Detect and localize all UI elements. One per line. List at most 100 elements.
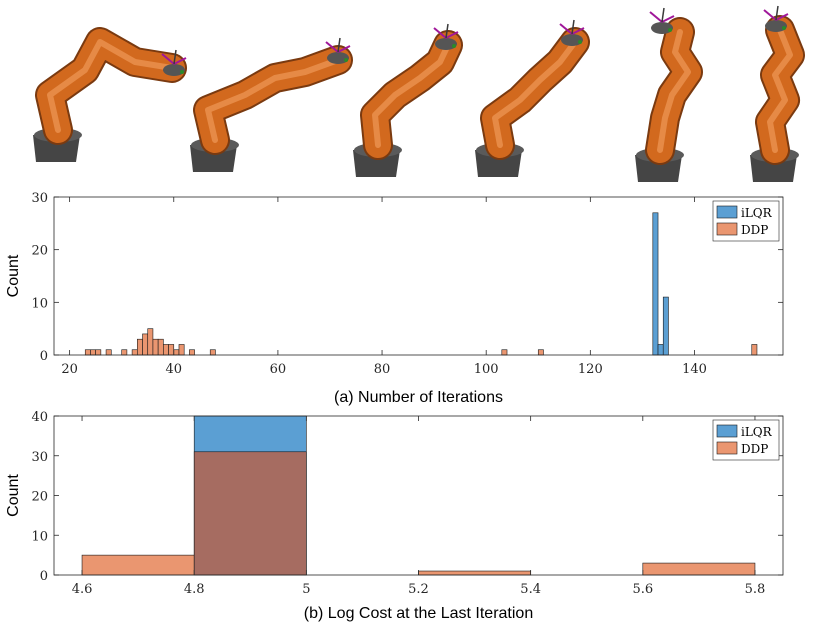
x-tick-label: 120 [578,362,603,377]
frame-axis [433,27,447,39]
y-tick-label: 30 [31,450,48,465]
legend-swatch-ilqr [716,205,738,219]
y-tick-label: 20 [31,490,48,505]
legend-label-ddp: DDP [741,442,768,456]
robot-pose-3 [353,23,463,177]
frame-axis [325,41,339,53]
frame-axis [649,11,663,23]
bar-ddp-2 [95,349,102,356]
x-tick-label: 5.6 [632,582,653,597]
bar-ilqr-2 [662,296,669,356]
y-tick-label: 0 [40,349,48,364]
x-tick-label: 100 [474,362,499,377]
legend-label-ilqr: iLQR [741,425,773,439]
y-tick-label: 40 [31,410,48,425]
robot-pose-4 [475,19,590,177]
y-tick-label: 20 [31,244,48,259]
plot-area [54,416,783,575]
legend: iLQR DDP [712,419,780,461]
frame-marker [668,28,672,32]
robot-base [635,155,682,182]
frame-axis [661,15,675,23]
y-tick-label: 0 [40,569,48,584]
robot-base [750,155,797,182]
bar-ddp-0 [84,349,91,356]
frame-axis [571,19,575,35]
robot-arm [37,29,185,143]
bar-ddp-11 [163,344,169,356]
frame-axis [775,13,789,21]
legend: iLQR DDP [712,200,780,242]
legend-swatch-ddp [716,222,738,236]
axes-box [53,196,784,356]
legend-label-ddp: DDP [741,223,768,237]
x-tick-label: 20 [61,362,78,377]
frame-axis [775,5,779,21]
robot-flange [651,22,673,34]
frame-marker [180,70,184,74]
frame-axis [571,27,585,35]
x-tick-label: 4.8 [184,582,205,597]
robot-arm-highlight [47,39,175,133]
chart-caption: (a) Number of Iterations [334,389,503,406]
robot-arm-highlight [657,29,691,153]
frame-marker [578,40,582,44]
bar-ddp-18 [537,349,544,356]
x-tick-label: 5.4 [520,582,541,597]
bar-ddp-9 [152,338,159,356]
robot-flange [163,64,185,76]
frame-axis [763,9,777,21]
frame-axis [445,31,459,39]
y-axis-label: Count [5,474,22,517]
robot-flange [561,34,583,46]
y-tick-label: 10 [31,529,48,544]
bar-ddp-5 [131,349,138,356]
frame-axis [661,7,665,23]
bar-ddp-10 [157,338,164,356]
robot-pose-1 [33,27,187,162]
x-tick-label: 4.6 [72,582,93,597]
robot-flange [327,52,349,64]
bar-ddp-15 [189,349,195,356]
chart-caption: (b) Log Cost at the Last Iteration [304,605,533,622]
bar-ilqr-1 [657,344,664,356]
x-tick-label: 5.8 [745,582,766,597]
robot-flange [435,38,457,50]
x-tick-label: 60 [270,362,287,377]
frame-marker [344,58,348,62]
robot-arm-highlight [767,27,793,153]
robot-pose-6 [750,5,805,182]
frame-axis [173,57,187,65]
bar-ddp-1 [90,349,96,356]
bar-ddp-6 [137,338,143,356]
plot-area [54,197,783,355]
frame-axis [161,53,175,65]
frame-axis [559,23,573,35]
robot-pose-5 [635,7,703,182]
frame-axis [337,37,341,53]
frame-axis [337,45,351,53]
bar-ddp-3 [105,349,112,356]
bar-ddp-0 [81,554,195,576]
bar-ddp-12 [168,344,175,356]
iterations-histogram: 20 40 60 80 100 120 140 0 10 20 30 Count (a) Number … [5,191,784,406]
robot-arm-highlight [205,57,341,143]
log-cost-histogram: 4.6 4.8 5 5.2 5.4 5.6 5.8 0 10 20 30 40 Count (b) Log… [5,410,784,622]
bar-ddp-7 [142,333,149,356]
robot-base [353,150,400,177]
robot-base [190,145,237,172]
robot-base [33,135,80,162]
legend-swatch-ilqr [716,424,738,438]
frame-marker [452,44,456,48]
bar-ddp-1 [193,451,307,576]
frame-axis [445,23,449,39]
bar-ddp-14 [178,344,185,356]
robot-flange [765,20,787,32]
y-tick-label: 10 [31,296,48,311]
frame-marker [782,26,786,30]
bar-ddp-17 [501,349,508,356]
bar-ilqr-0 [652,212,659,356]
x-tick-label: 80 [374,362,391,377]
y-axis-label: Count [5,254,22,297]
